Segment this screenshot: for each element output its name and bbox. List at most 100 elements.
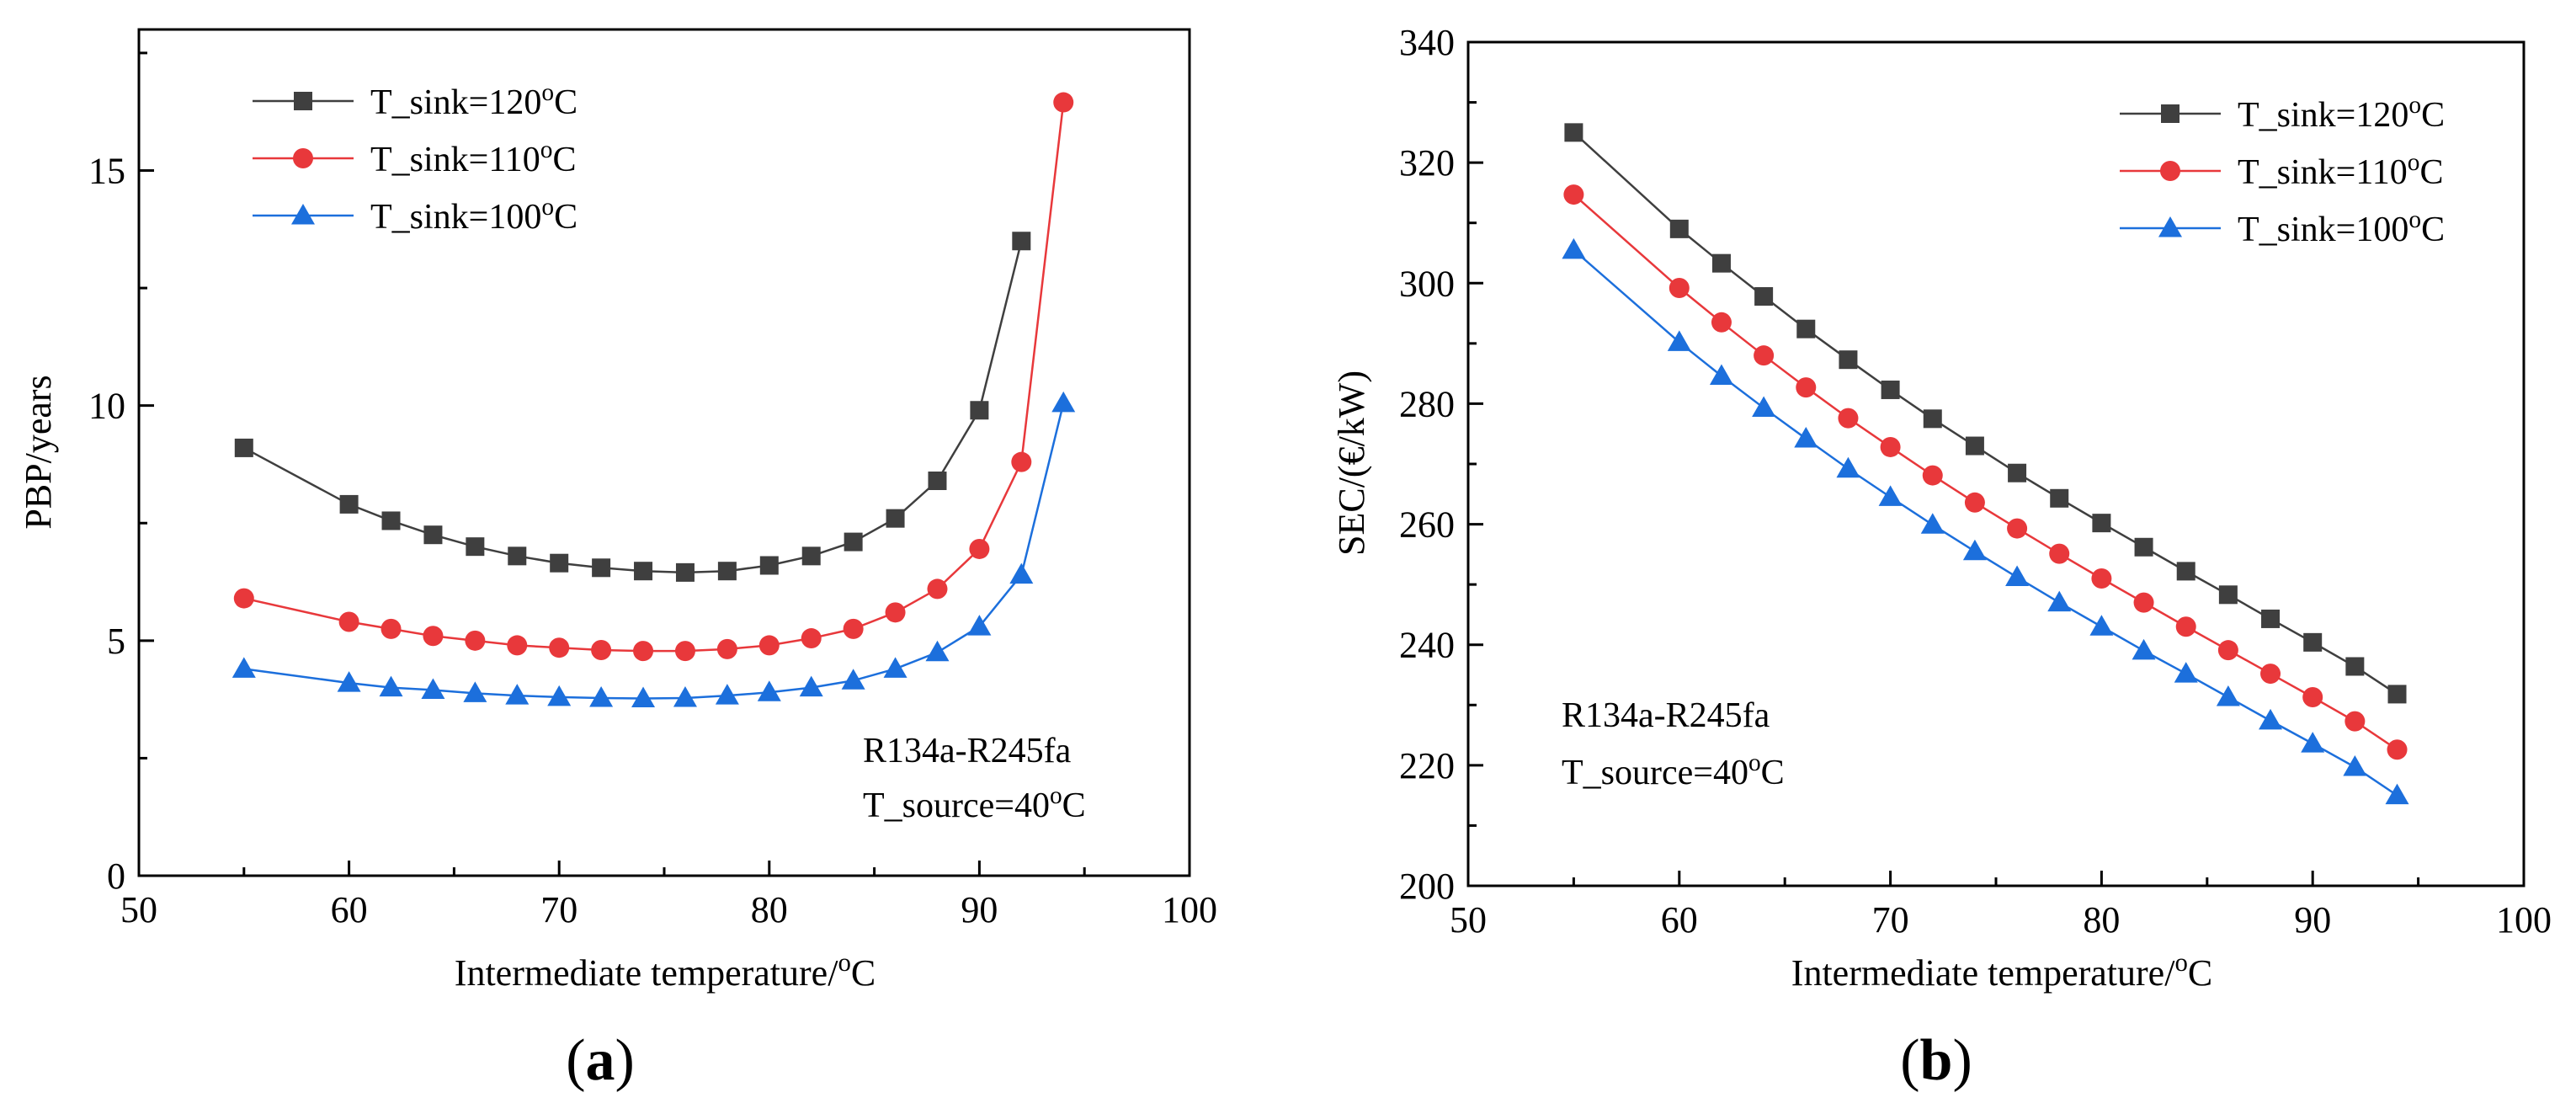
data-point <box>2008 463 2027 482</box>
data-point <box>2259 708 2283 730</box>
data-point <box>1011 451 1032 472</box>
legend-label: T_sink=120oC <box>2238 92 2445 135</box>
legend-marker <box>2158 216 2182 237</box>
legend-marker <box>291 204 315 225</box>
data-point <box>2387 739 2408 760</box>
y-tick-label: 10 <box>88 386 125 427</box>
data-point <box>1012 232 1031 251</box>
x-tick-label: 60 <box>1661 899 1698 941</box>
data-point <box>591 640 612 660</box>
data-point <box>2049 543 2070 564</box>
legend-label: T_sink=100oC <box>2238 206 2445 249</box>
data-point <box>967 615 992 636</box>
data-point <box>508 546 527 566</box>
data-point <box>1051 391 1076 413</box>
data-point <box>2133 592 2154 613</box>
data-point <box>1796 319 1816 338</box>
data-point <box>969 538 990 559</box>
data-point <box>2301 732 2325 753</box>
data-point <box>801 628 822 649</box>
legend-marker <box>293 148 313 168</box>
panel-a: 50 60 70 80 90 100 0 5 10 15 Intermediate temperat… <box>18 28 1217 1093</box>
data-point <box>592 558 611 578</box>
y-tick-label: 300 <box>1399 263 1455 304</box>
data-point <box>885 602 906 623</box>
y-tick-label: 320 <box>1399 142 1455 184</box>
series-2 <box>232 391 1076 708</box>
data-point <box>970 401 989 420</box>
data-point <box>1839 350 1858 370</box>
y-axis-title: SEC/(€/kW) <box>1331 370 1372 556</box>
data-point <box>423 626 444 647</box>
data-point <box>507 635 528 656</box>
data-point <box>1669 219 1689 238</box>
panel-label: (a) <box>566 1028 635 1093</box>
data-point <box>381 618 402 639</box>
data-point <box>633 641 654 662</box>
series-line <box>243 240 1023 574</box>
data-point <box>1053 92 1074 113</box>
legend: T_sink=120oC T_sink=110oC T_sink=100oC <box>2120 92 2445 249</box>
data-point <box>757 680 781 701</box>
legend-label: T_sink=110oC <box>2238 149 2444 192</box>
data-point <box>2260 664 2281 685</box>
x-tick-label: 100 <box>2496 899 2552 941</box>
data-point <box>1711 312 1732 333</box>
data-point <box>634 562 653 581</box>
x-tick-label: 70 <box>1872 899 1909 941</box>
y-tick-label: 240 <box>1399 625 1455 666</box>
data-point <box>337 671 361 692</box>
legend-marker <box>2160 161 2180 181</box>
y-tick-label: 0 <box>107 855 125 897</box>
data-point <box>233 588 254 609</box>
data-point <box>1923 409 1942 429</box>
data-point <box>2343 755 2367 776</box>
data-point <box>2050 488 2069 508</box>
data-point <box>631 686 656 708</box>
data-point <box>2091 568 2112 589</box>
legend-marker <box>294 92 312 110</box>
data-point <box>927 578 948 600</box>
data-point <box>1922 465 1943 486</box>
x-axis-title: Intermediate temperature/oC <box>455 948 876 994</box>
x-tick-label: 50 <box>120 889 157 930</box>
y-tick-label: 200 <box>1399 866 1455 907</box>
data-point <box>716 638 737 659</box>
data-point <box>465 630 486 651</box>
data-point <box>1880 436 1901 457</box>
data-point <box>1564 123 1583 142</box>
data-point <box>2089 615 2114 636</box>
data-point <box>675 562 695 582</box>
data-point <box>759 556 779 575</box>
data-point <box>715 684 739 705</box>
data-point <box>381 511 401 530</box>
data-point <box>2387 685 2407 704</box>
data-point <box>589 685 614 707</box>
data-point <box>1878 485 1903 506</box>
data-point <box>1836 456 1860 478</box>
data-point <box>2261 609 2281 628</box>
data-point <box>2132 638 2156 660</box>
annotation: T_source=40oC <box>1562 749 1785 792</box>
series-2 <box>1562 237 2409 805</box>
data-point <box>2216 685 2240 706</box>
data-point <box>1009 562 1034 584</box>
series-line <box>243 102 1065 653</box>
x-tick-label: 70 <box>540 889 577 930</box>
data-point <box>505 684 530 705</box>
data-point <box>2007 518 2028 539</box>
x-tick-label: 80 <box>2083 899 2120 941</box>
y-axis-title: PBP/years <box>18 375 59 529</box>
data-point <box>928 472 947 490</box>
legend-label: T_sink=120oC <box>370 79 577 122</box>
data-point <box>423 525 443 545</box>
data-point <box>2134 537 2153 557</box>
data-point <box>2385 783 2409 805</box>
x-tick-label: 50 <box>1450 899 1487 941</box>
legend-label: T_sink=100oC <box>370 194 577 237</box>
data-point <box>1754 345 1775 366</box>
data-point <box>844 532 863 552</box>
panel-b: 50 60 70 80 90 100 200 220 240 260 280 300 320 340 Int… <box>1331 22 2552 1093</box>
data-point <box>841 669 865 690</box>
data-point <box>1962 539 1987 561</box>
